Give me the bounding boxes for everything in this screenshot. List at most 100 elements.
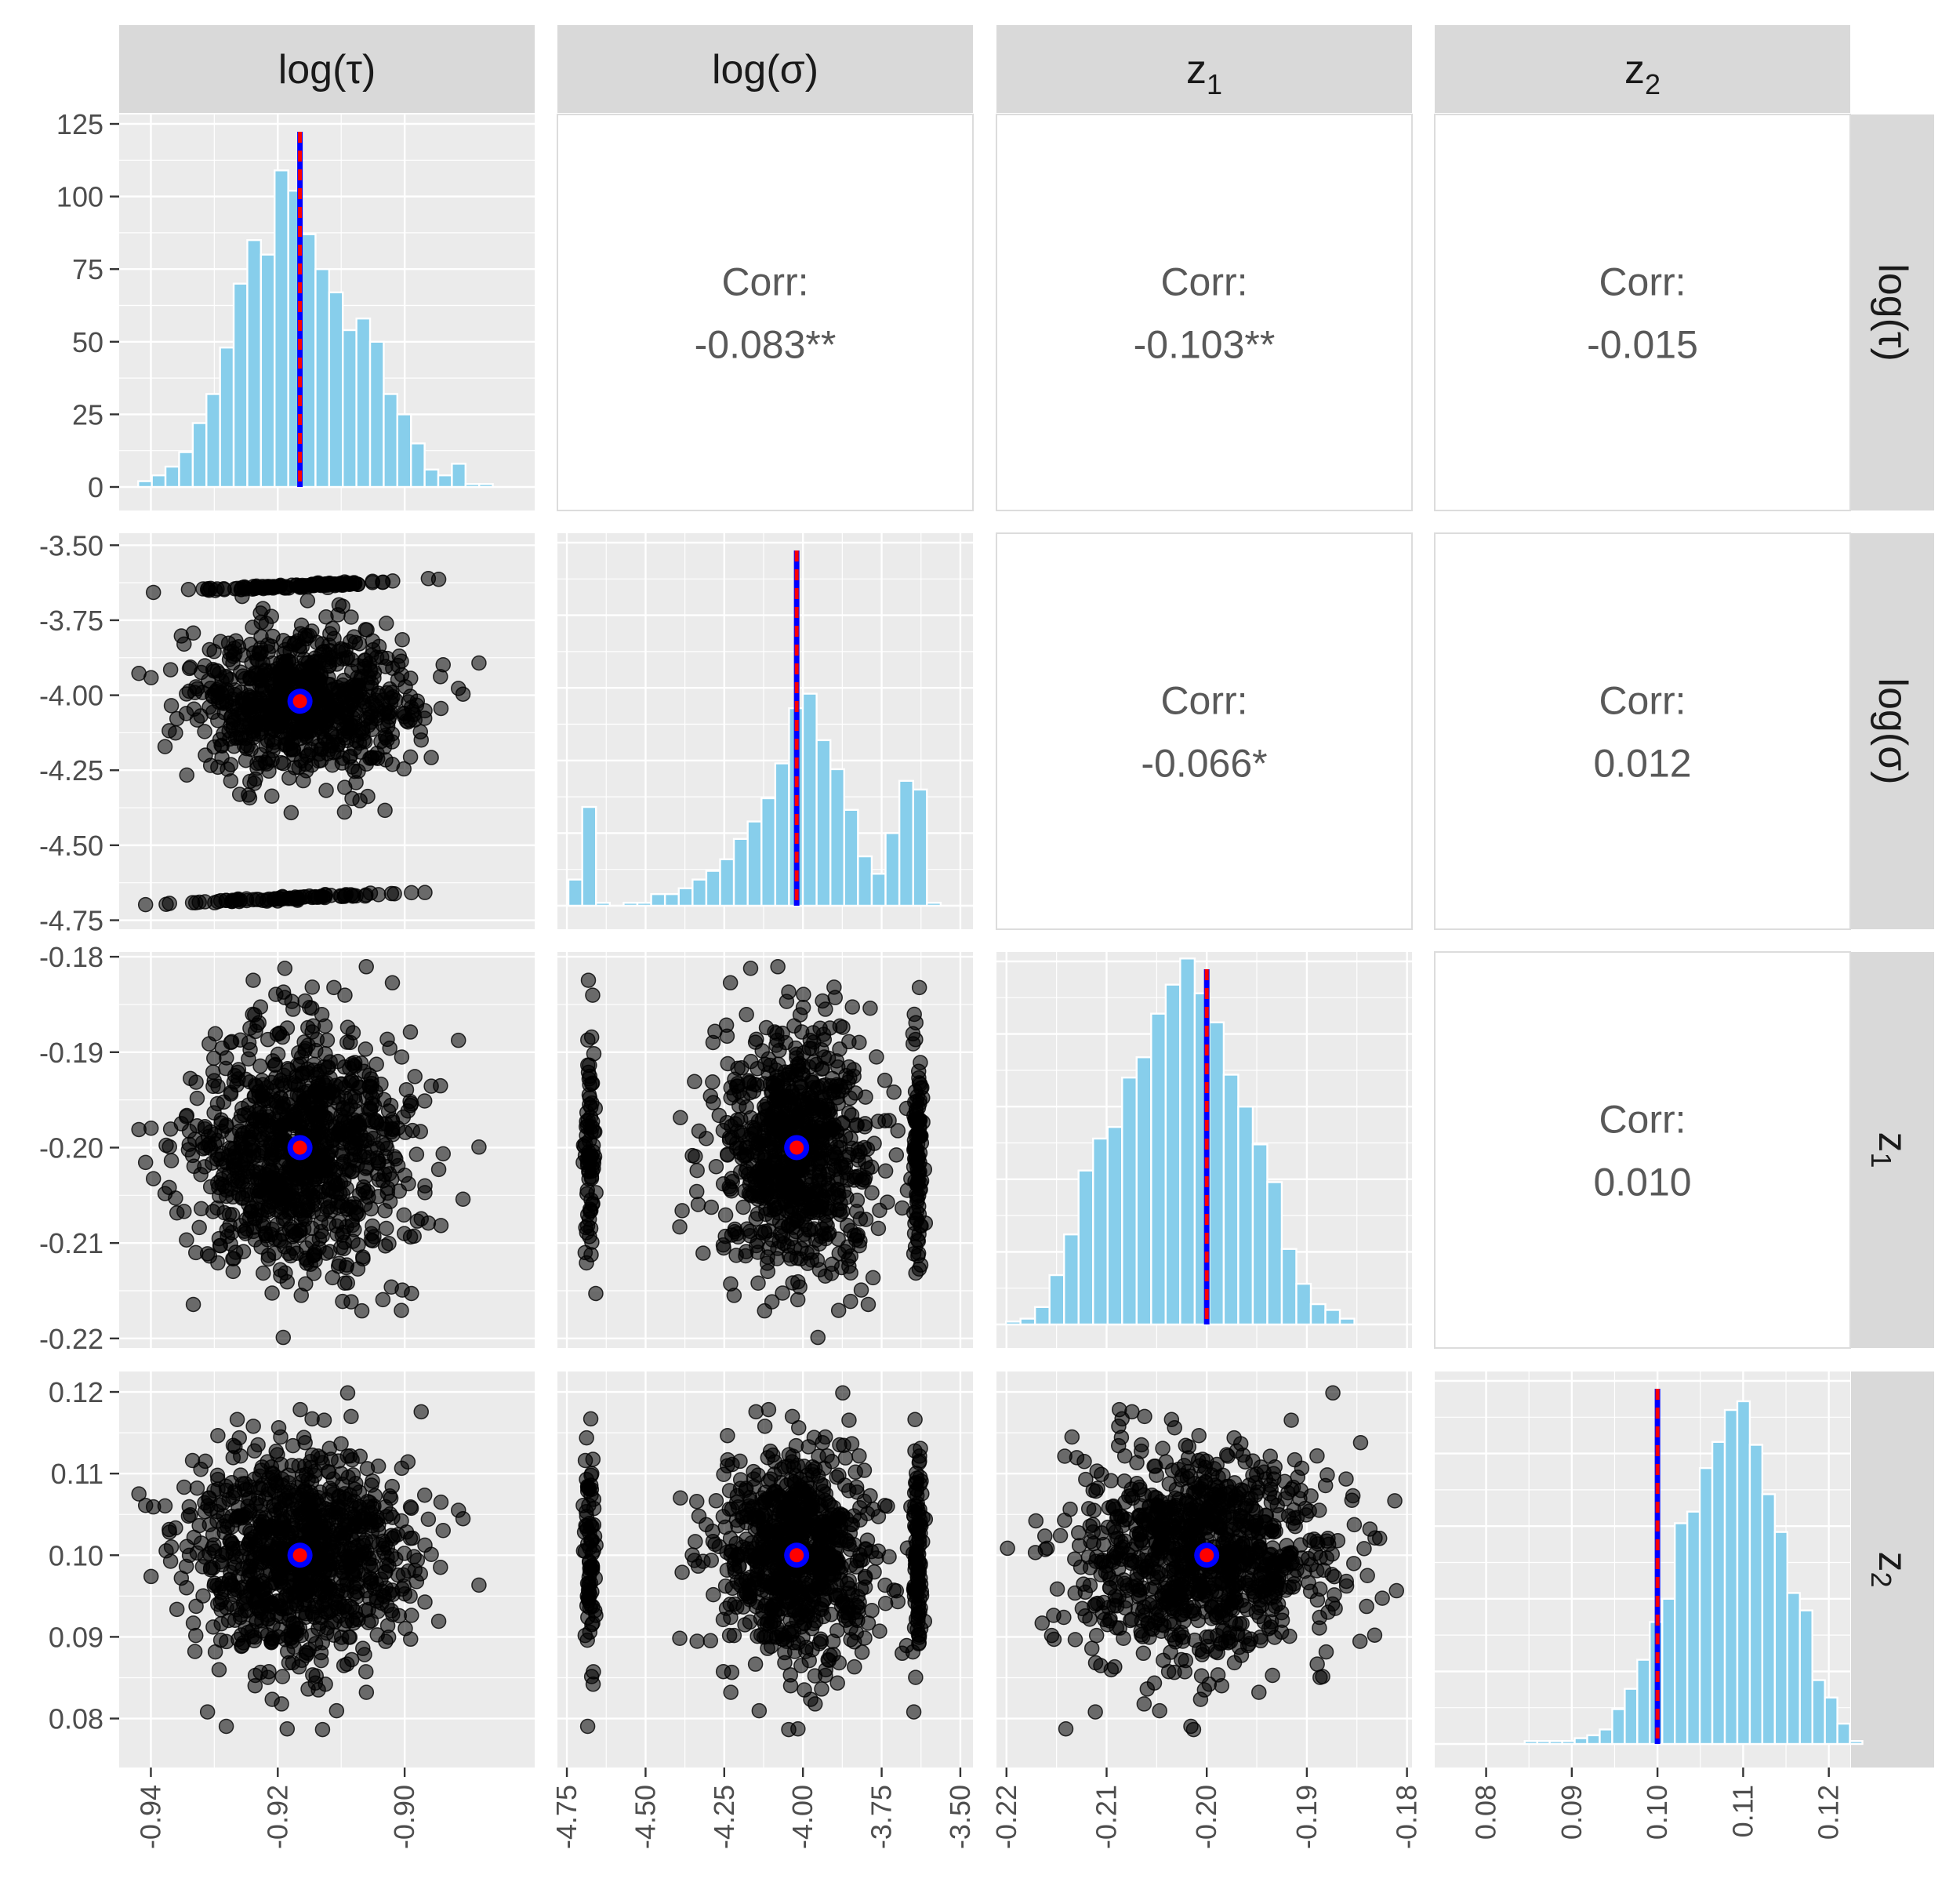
scatter-point [813,1229,829,1244]
scatter-point [210,1175,226,1191]
scatter-point [303,1473,320,1490]
histogram-bar [477,483,494,489]
scatter-point [259,1547,274,1563]
scatter-point [235,1595,252,1611]
scatter-point [179,1232,194,1248]
histogram-bar [1063,1233,1080,1326]
scatter-point [168,1520,183,1536]
scatter-point [185,625,201,641]
scatter-point [248,1611,263,1627]
scatter-point [695,1245,711,1261]
scatter-point [186,701,202,717]
scatter-point [201,1036,217,1052]
scatter-point [260,1109,277,1124]
scatter-point [225,1263,241,1280]
scatter-point [179,767,195,783]
scatter-point [909,1175,925,1192]
scatter-point [343,652,360,667]
scatter-point [289,1479,306,1495]
scatter-point [781,1218,797,1233]
scatter-point [723,1684,739,1700]
scatter-point [157,739,173,754]
scatter-point [137,896,154,913]
scatter-point [907,1137,923,1154]
scatter-point [688,1183,705,1200]
scatter-point [292,1401,308,1418]
scatter-point [853,1282,869,1298]
scatter-point [687,1074,702,1090]
histogram-bar [622,902,639,907]
scatter-point [907,1412,923,1427]
scatter-point [394,1303,409,1318]
scatter-point [271,1232,288,1248]
row-strip-label: log(τ) [1870,263,1915,362]
scatter-point [145,584,162,601]
histogram-bar [926,902,942,907]
scatter-point [746,1084,762,1099]
scatter-point [366,1498,382,1514]
histogram-bar [383,393,399,489]
scatter-point [377,1203,393,1219]
scatter-point [387,1149,402,1164]
scatter-point [285,1114,301,1129]
scatter-point [721,1627,738,1644]
scatter-point [810,1329,826,1346]
scatter-point [584,1075,601,1092]
scatter-point [417,1178,433,1194]
scatter-point [577,1244,593,1261]
scatter-point [757,1616,773,1632]
scatter-point [877,1113,893,1129]
scatter-point [689,1162,705,1179]
scatter-point [201,1248,218,1264]
scatter-point [273,1429,289,1445]
scatter-point [732,1481,749,1496]
scatter-point [379,1031,395,1048]
scatter-point [757,1419,773,1434]
scatter-point [248,771,263,787]
scatter-point [789,1292,806,1308]
histogram-bar [870,873,887,907]
histogram-bar [260,253,276,489]
scatter-point [336,1564,352,1581]
scatter-point [286,1075,303,1091]
scatter-point [416,1487,433,1503]
scatter-point [223,1141,240,1157]
scatter-point [240,699,256,716]
column-strip-label: log(τ) [278,47,376,93]
scatter-point [856,1172,873,1188]
scatter-point [586,1155,602,1171]
histogram-bar [1295,1282,1312,1326]
scatter-point [245,1419,261,1434]
scatter-point [245,972,261,988]
scatter-point [321,654,336,670]
scatter-point [197,658,213,674]
scatter-point [383,1547,400,1564]
column-strip-z1: z1 [996,25,1412,113]
scatter-point [280,1061,296,1077]
corr-label: Corr: [1160,260,1247,304]
histogram-bar [705,870,721,907]
row-strip-label: z1 [1866,1132,1916,1168]
scatter-point [775,1025,790,1041]
scatter-point [304,1411,320,1427]
scatter-point [143,670,159,685]
scatter-point [757,1303,772,1319]
scatter-point [404,1608,419,1623]
panel-z2-vs-log_sigma [557,1372,973,1768]
scatter-point [169,1204,185,1221]
scatter-point [183,1070,198,1087]
scatter-point [199,1704,216,1720]
scatter-point [317,889,332,906]
scatter-point [742,1172,758,1187]
scatter-point [690,1197,706,1212]
scatter-point [202,758,219,773]
histogram-bar [1106,1125,1123,1326]
scatter-point [837,1244,853,1259]
scatter-point [877,1577,893,1593]
scatter-point [707,1023,723,1040]
scatter-point [330,607,346,623]
scatter-point [722,975,739,991]
histogram-bar [314,268,331,489]
scatter-point [862,1488,878,1504]
scatter-point [770,1241,786,1256]
